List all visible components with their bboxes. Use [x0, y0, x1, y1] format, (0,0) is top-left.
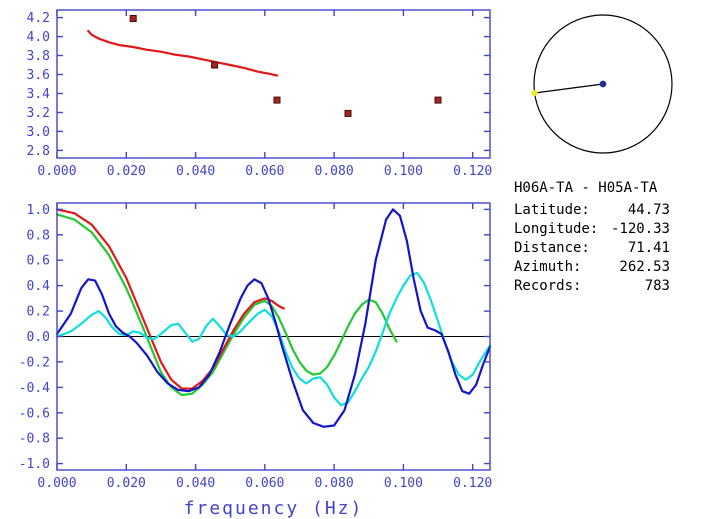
y-tick-label: -0.8 [19, 432, 50, 447]
data-point-marker [434, 96, 442, 104]
y-tick-label: 4.0 [27, 30, 50, 45]
series-cyan [55, 271, 492, 407]
station-pair-title: H06A-TA - H05A-TA [514, 180, 658, 196]
x-tick-label: 0.020 [107, 476, 146, 491]
info-field-row: Latitude: 44.73 [514, 201, 670, 220]
series-blue [55, 208, 492, 428]
y-tick-label: 3.2 [27, 106, 50, 121]
y-tick-label: 3.8 [27, 49, 50, 64]
y-tick-label: -0.4 [19, 381, 50, 396]
waveform-chart: 0.000 0.020 0.040 0.060 0.080 0.100 0.120 1.0 0.… [19, 202, 492, 519]
azimuth-circle-outline [533, 14, 673, 154]
info-field-value: 783 [644, 278, 670, 294]
station-info-fields: Latitude: 44.73 Longitude: -120.33 Distance:… [514, 201, 670, 296]
azimuth-direction-line [534, 83, 604, 94]
info-field-value: -120.33 [610, 221, 670, 237]
info-field-label: Azimuth: [514, 259, 582, 275]
x-tick-label: 0.000 [37, 476, 76, 491]
x-tick-label: 0.080 [315, 476, 354, 491]
x-tick-label: 0.080 [315, 164, 354, 179]
x-tick-label: 0.040 [176, 476, 215, 491]
y-tick-label: 3.0 [27, 125, 50, 140]
dispersion-chart: 0.000 0.020 0.040 0.060 0.080 0.100 0.120 2.8 3.… [27, 9, 492, 179]
y-tick-label: 3.4 [27, 87, 51, 102]
y-tick-label: 0.0 [27, 330, 50, 345]
y-tick-label: -0.6 [19, 406, 50, 421]
info-field-value: 71.41 [627, 240, 670, 256]
info-field-row: Azimuth: 262.53 [514, 258, 670, 277]
x-tick-label: 0.120 [453, 164, 492, 179]
azimuth-circle-plot [531, 14, 673, 154]
y-tick-label: 0.2 [27, 305, 50, 320]
x-tick-label: 0.100 [384, 476, 423, 491]
series-red [55, 208, 285, 390]
x-tick-label: 0.060 [245, 164, 284, 179]
y-tick-label: 0.6 [27, 254, 50, 269]
info-field-label: Records: [514, 278, 582, 294]
y-tick-label: 4.2 [27, 11, 50, 26]
series-phase-velocity [87, 29, 279, 77]
y-tick-label: 3.6 [27, 68, 50, 83]
x-tick-label: 0.120 [453, 476, 492, 491]
data-point-marker [129, 15, 137, 22]
info-field-label: Distance: [514, 240, 590, 256]
azimuth-end-dot [531, 90, 538, 96]
info-field-row: Longitude: -120.33 [514, 220, 670, 239]
x-tick-label: 0.000 [37, 164, 76, 179]
data-point-marker [211, 61, 219, 69]
y-tick-label: -0.2 [19, 355, 50, 370]
info-field-label: Longitude: [514, 221, 599, 237]
data-point-marker [273, 96, 281, 104]
x-tick-label: 0.060 [245, 476, 284, 491]
station-info-panel: H06A-TA - H05A-TA Latitude: 44.73 Longitud… [514, 179, 670, 296]
info-field-row: Records: 783 [514, 277, 670, 296]
y-tick-label: -1.0 [19, 457, 50, 472]
plot-frame [56, 9, 491, 159]
x-axis-label: frequency (Hz) [184, 498, 364, 519]
data-point-marker [344, 109, 352, 117]
y-tick-label: 2.8 [27, 144, 50, 159]
y-tick-label: 0.4 [27, 279, 51, 294]
y-tick-label: 0.8 [27, 228, 50, 243]
y-tick-label: 1.0 [27, 203, 50, 218]
info-field-row: Distance: 71.41 [514, 239, 670, 258]
x-tick-label: 0.040 [176, 164, 215, 179]
x-tick-label: 0.100 [384, 164, 423, 179]
info-field-value: 44.73 [627, 202, 670, 218]
series-green [55, 213, 398, 397]
info-field-label: Latitude: [514, 202, 590, 218]
info-field-value: 262.53 [619, 259, 670, 275]
station-center-dot [599, 80, 607, 88]
x-tick-label: 0.020 [107, 164, 146, 179]
